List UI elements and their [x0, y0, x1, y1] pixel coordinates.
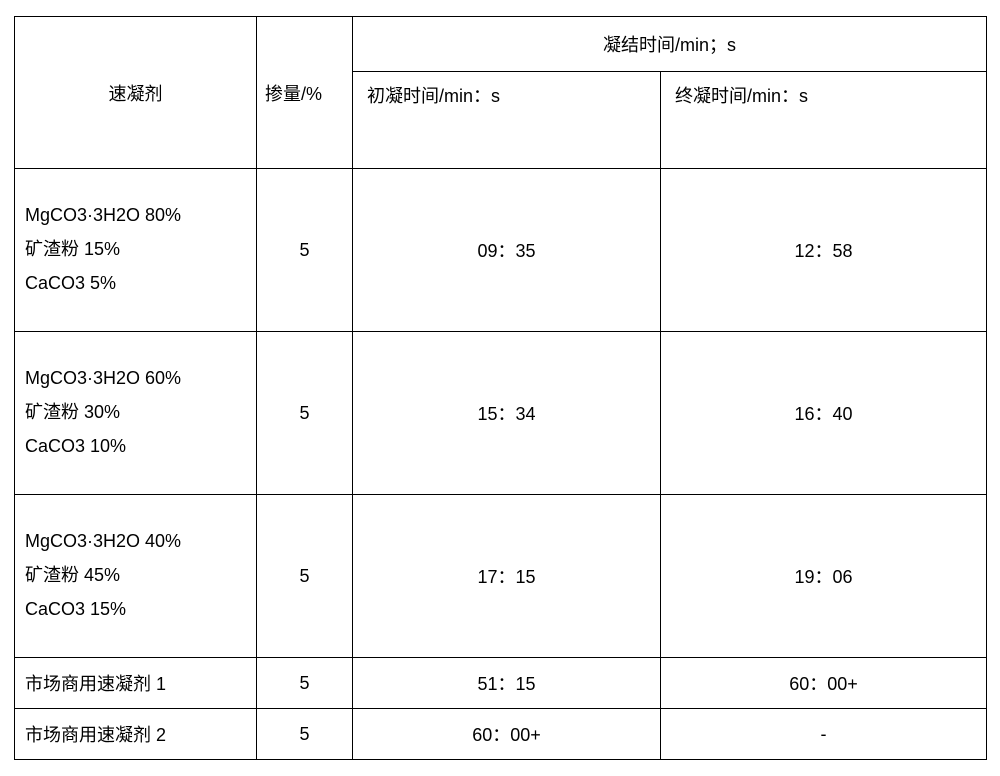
- table-row: 市场商用速凝剂 1551：1560：00+: [15, 658, 987, 709]
- table-row: MgCO3·3H2O 40%矿渣粉 45%CaCO3 15%517：1519：0…: [15, 495, 987, 658]
- cell-initial-time: 51：15: [353, 658, 661, 709]
- col-header-dosage: 掺量/%: [257, 17, 353, 169]
- cell-agent: 市场商用速凝剂 1: [15, 658, 257, 709]
- cell-initial-time: 60：00+: [353, 709, 661, 760]
- cell-dosage: 5: [257, 658, 353, 709]
- col-header-setting-time: 凝结时间/min；s: [353, 17, 987, 72]
- cell-initial-time: 09：35: [353, 169, 661, 332]
- table-row: 市场商用速凝剂 2560：00+-: [15, 709, 987, 760]
- table-header: 速凝剂 掺量/% 凝结时间/min；s 初凝时间/min：s 终凝时间/min：…: [15, 17, 987, 169]
- cell-dosage: 5: [257, 495, 353, 658]
- cell-final-time: 19：06: [661, 495, 987, 658]
- cell-initial-time: 15：34: [353, 332, 661, 495]
- cell-agent: 市场商用速凝剂 2: [15, 709, 257, 760]
- table-row: MgCO3·3H2O 80%矿渣粉 15%CaCO3 5%509：3512：58: [15, 169, 987, 332]
- cell-agent: MgCO3·3H2O 60%矿渣粉 30%CaCO3 10%: [15, 332, 257, 495]
- setting-time-table: 速凝剂 掺量/% 凝结时间/min；s 初凝时间/min：s 终凝时间/min：…: [14, 16, 987, 760]
- col-header-final: 终凝时间/min：s: [661, 72, 987, 169]
- col-header-initial: 初凝时间/min：s: [353, 72, 661, 169]
- cell-dosage: 5: [257, 709, 353, 760]
- cell-final-time: 16：40: [661, 332, 987, 495]
- table-row: MgCO3·3H2O 60%矿渣粉 30%CaCO3 10%515：3416：4…: [15, 332, 987, 495]
- cell-final-time: -: [661, 709, 987, 760]
- cell-agent: MgCO3·3H2O 40%矿渣粉 45%CaCO3 15%: [15, 495, 257, 658]
- table-body: MgCO3·3H2O 80%矿渣粉 15%CaCO3 5%509：3512：58…: [15, 169, 987, 760]
- cell-final-time: 12：58: [661, 169, 987, 332]
- cell-final-time: 60：00+: [661, 658, 987, 709]
- cell-agent: MgCO3·3H2O 80%矿渣粉 15%CaCO3 5%: [15, 169, 257, 332]
- cell-initial-time: 17：15: [353, 495, 661, 658]
- cell-dosage: 5: [257, 169, 353, 332]
- cell-dosage: 5: [257, 332, 353, 495]
- col-header-agent: 速凝剂: [15, 17, 257, 169]
